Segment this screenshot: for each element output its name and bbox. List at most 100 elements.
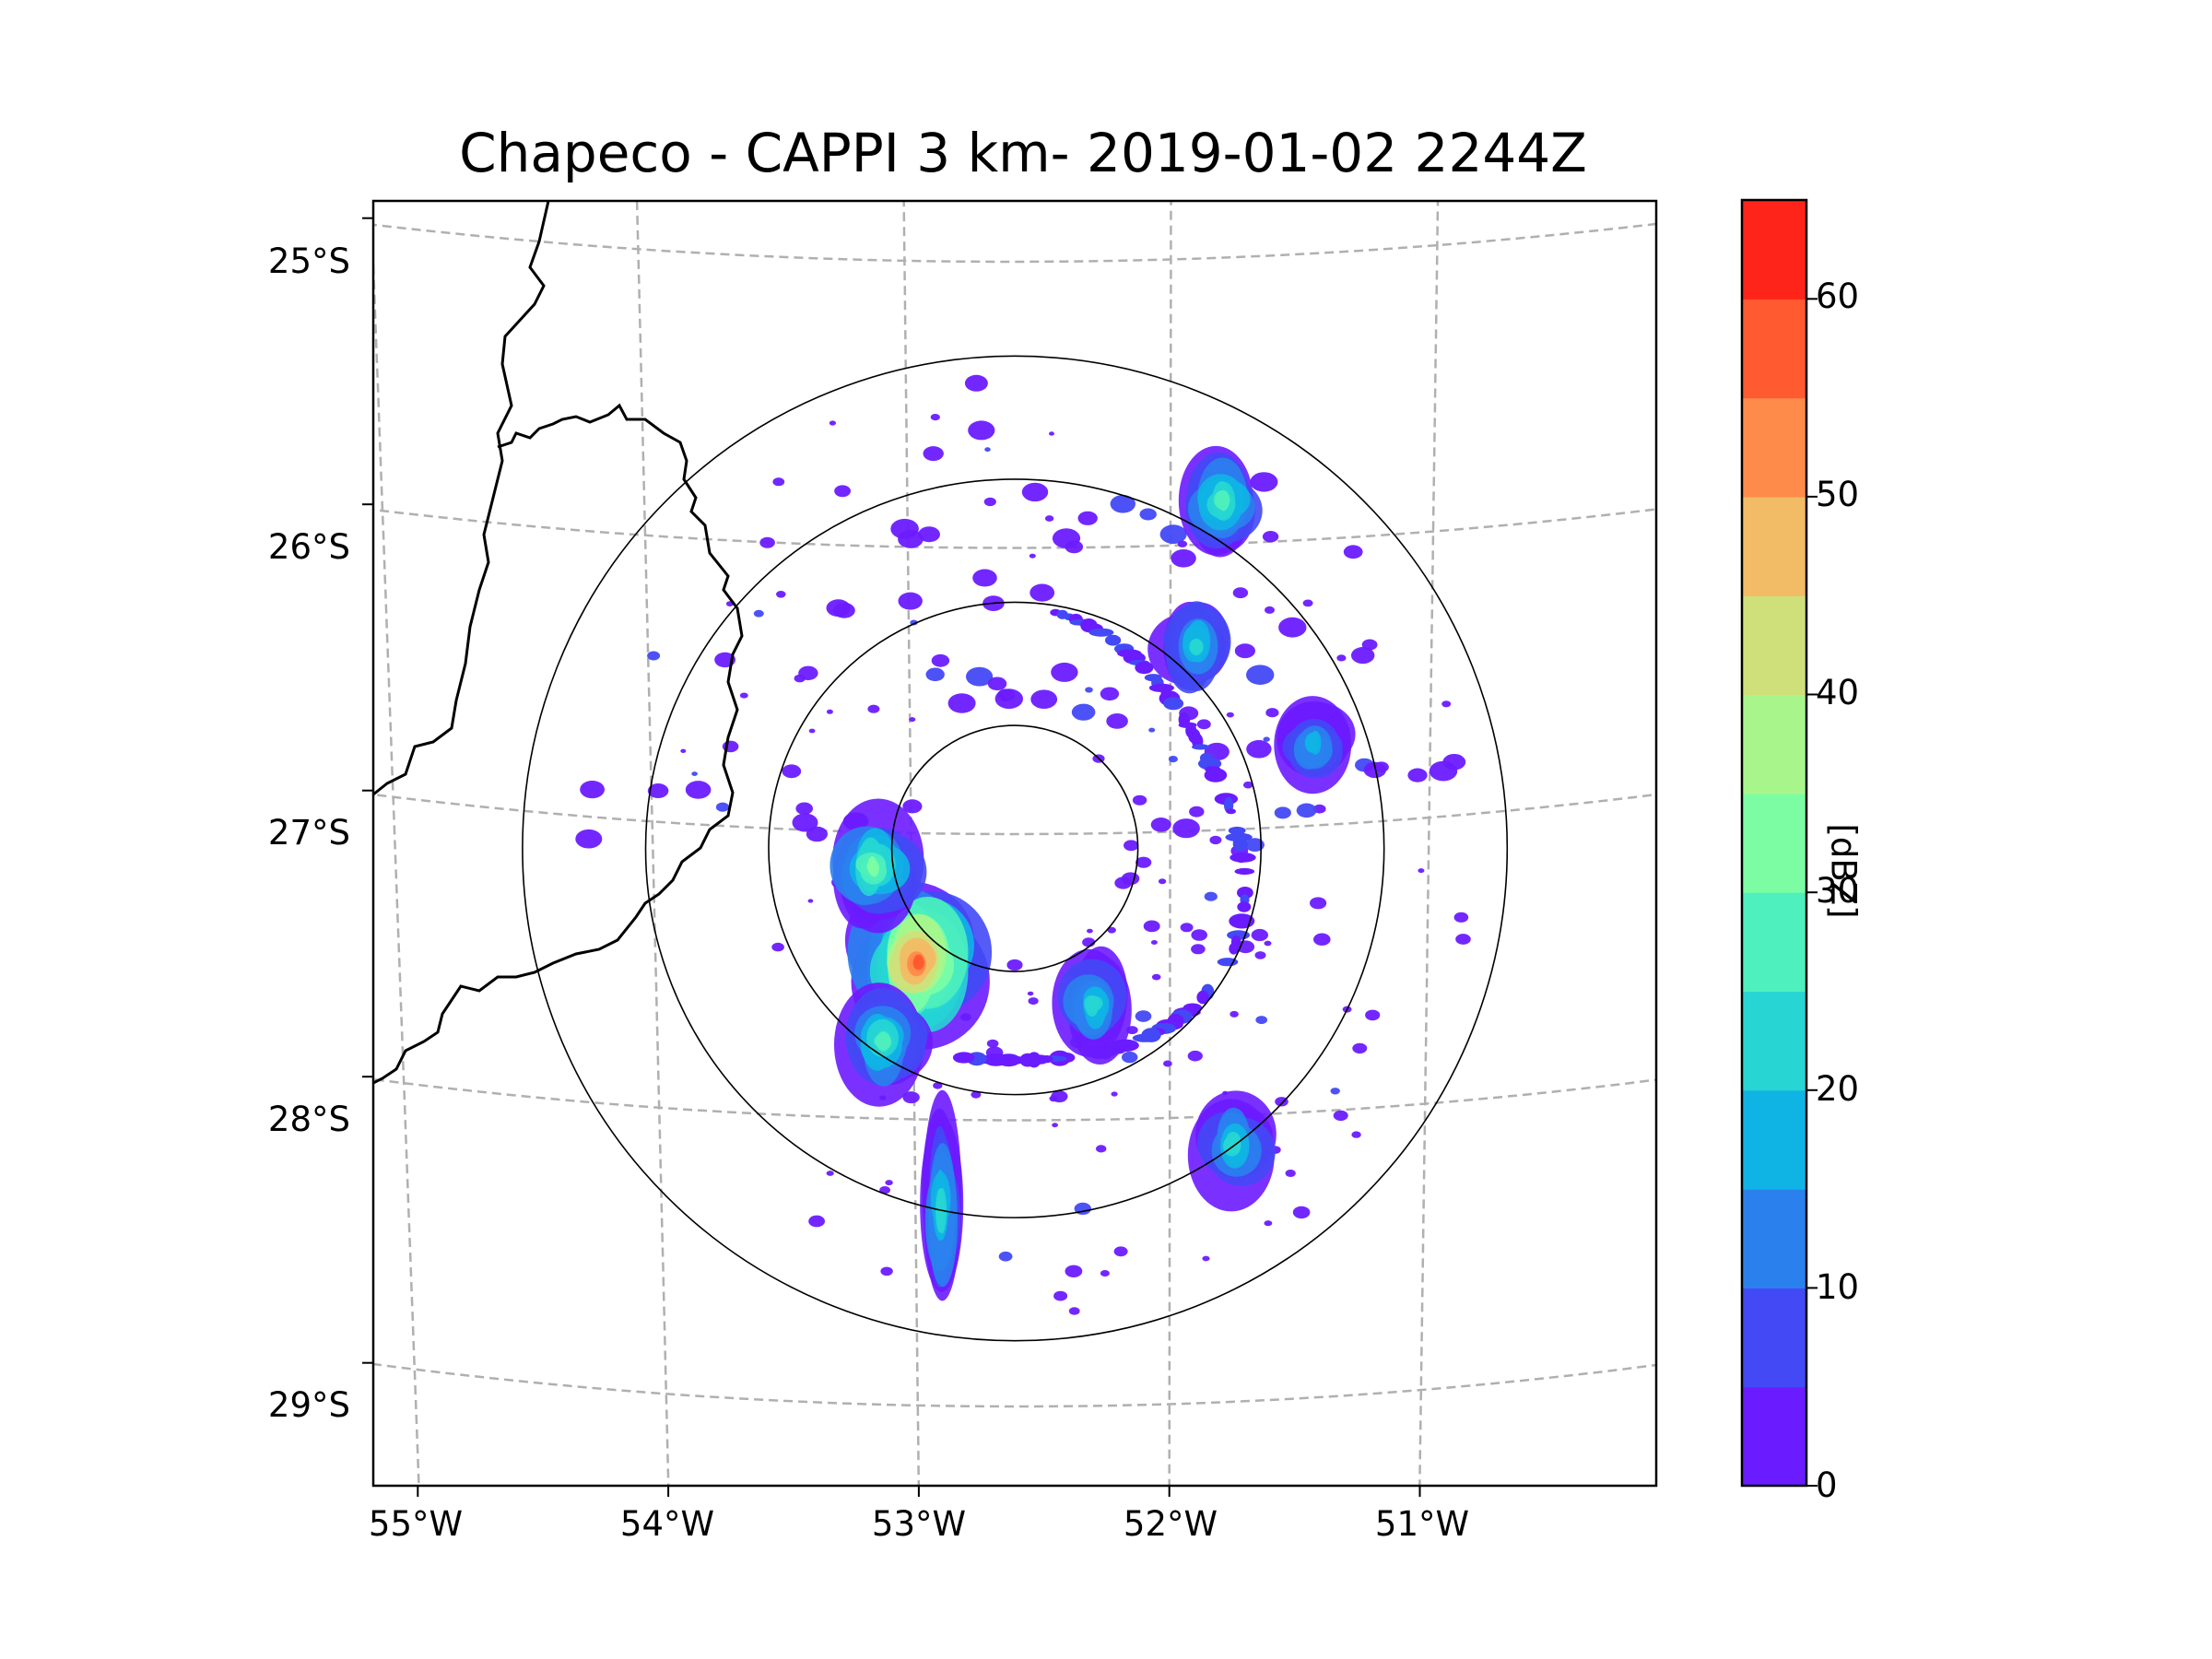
echo-speck (994, 688, 1024, 710)
echo-speck (691, 771, 698, 776)
echo-speck (1087, 1050, 1099, 1057)
echo-speck (925, 667, 945, 682)
colorbar-frame (1740, 198, 1808, 1488)
echo-speck (1044, 515, 1054, 522)
echo-speck (971, 1090, 982, 1099)
lon-label-53w: 53°W (871, 1504, 967, 1544)
echo-speck (759, 536, 775, 548)
echo-speck (898, 592, 923, 610)
echo-speck (1021, 482, 1049, 502)
echo-speck (1163, 1060, 1172, 1067)
colorbar-segment-11 (1742, 299, 1806, 399)
echo-speck (983, 497, 996, 507)
river-border (373, 403, 744, 1085)
echo-speck (771, 942, 784, 952)
echo-speck (1110, 495, 1136, 513)
colorbar-segment-7 (1742, 694, 1806, 794)
echo-speck (1230, 1010, 1239, 1018)
range-rings (522, 355, 1509, 1342)
echo-speck (1159, 524, 1187, 545)
colorbar-segment-4 (1742, 991, 1806, 1091)
reflectivity-field (575, 374, 1471, 1315)
lon-tick-marks (417, 1486, 1421, 1497)
colorbar-segment-2 (1742, 1189, 1806, 1288)
echo-speck (1028, 997, 1039, 1006)
echo-speck (1077, 511, 1098, 525)
echo-speck (867, 704, 880, 713)
echo-speck (826, 1171, 834, 1176)
lat-label-28s: 28°S (267, 1100, 350, 1139)
colorbar-tick-10: 10 (1816, 1267, 1860, 1307)
lon-gridline-0 (373, 232, 420, 1486)
echo-speck (826, 709, 833, 714)
echo-speck (808, 728, 816, 734)
echo-speck (1336, 654, 1347, 662)
colorbar-segment-5 (1742, 892, 1806, 993)
echo-speck (834, 485, 851, 498)
echo-speck (931, 653, 950, 667)
colorbar-tick-20: 20 (1816, 1069, 1860, 1109)
echo-speck (1191, 944, 1206, 955)
colorbar-segment-0 (1742, 1386, 1806, 1487)
echo-speck (902, 799, 923, 814)
echo-speck (1265, 708, 1279, 718)
lat-tick-marks (362, 217, 373, 1364)
echo-speck (1229, 943, 1239, 955)
colorbar-tick-50: 50 (1816, 475, 1860, 514)
echo-speck (1168, 756, 1178, 763)
echo-speck (902, 1091, 920, 1104)
echo-speck (1296, 803, 1317, 818)
echo-speck (923, 446, 944, 462)
echo-speck (1106, 713, 1128, 729)
echo-speck (792, 813, 818, 832)
echo-speck (772, 477, 785, 487)
echo-speck (1455, 934, 1471, 945)
echo-speck (964, 374, 988, 392)
echo-speck (782, 764, 802, 779)
echo-speck (1204, 768, 1228, 782)
echo-speck (1263, 736, 1270, 742)
echo-speck (1068, 1307, 1080, 1315)
echo-speck (829, 420, 837, 426)
echo-speck (1122, 1051, 1138, 1064)
colorbar-tick-30: 30 (1816, 871, 1860, 911)
echo-speck (647, 651, 661, 661)
echo-speck (1202, 1255, 1210, 1262)
echo-speck (1228, 826, 1246, 835)
echo-speck (1105, 634, 1122, 646)
echo-speck (909, 717, 916, 723)
echo-speck (826, 599, 851, 618)
echo-southeast-cell (1187, 1090, 1277, 1212)
echo-speck (1264, 1220, 1273, 1227)
echo-speck (1139, 508, 1157, 521)
echo-speck (1085, 687, 1093, 693)
colorbar-segment-1 (1742, 1288, 1806, 1388)
echo-speck (575, 829, 603, 849)
echo-speck (1132, 794, 1147, 806)
echo-speck (580, 781, 605, 799)
colorbar (1740, 198, 1818, 1488)
echo-speck (795, 802, 813, 815)
echo-speck (952, 1052, 975, 1064)
echo-contour (1191, 639, 1203, 655)
echo-speck (1051, 662, 1078, 682)
lon-label-55w: 55°W (368, 1504, 464, 1544)
echo-speck (647, 783, 669, 798)
echo-speck (1237, 887, 1253, 900)
echo-speck (1196, 990, 1209, 1005)
echo-speck (1192, 744, 1210, 750)
figure-title: Chapeco - CAPPI 3 km- 2019-01-02 2244Z (459, 122, 1587, 184)
map-area (373, 201, 1656, 1486)
echo-speck (1065, 1265, 1083, 1278)
colorbar-segment-8 (1742, 595, 1806, 696)
echo-speck (972, 569, 997, 587)
echo-speck (1029, 553, 1036, 559)
echo-speck (1027, 991, 1034, 996)
lat-label-25s: 25°S (267, 241, 350, 281)
scattered-echoes (575, 374, 1471, 1315)
colorbar-segment-9 (1742, 496, 1806, 596)
echo-speck (1351, 647, 1375, 665)
echo-northeast-cluster (1178, 445, 1263, 558)
echo-speck (1132, 1033, 1158, 1042)
echo-speck (1226, 808, 1236, 815)
